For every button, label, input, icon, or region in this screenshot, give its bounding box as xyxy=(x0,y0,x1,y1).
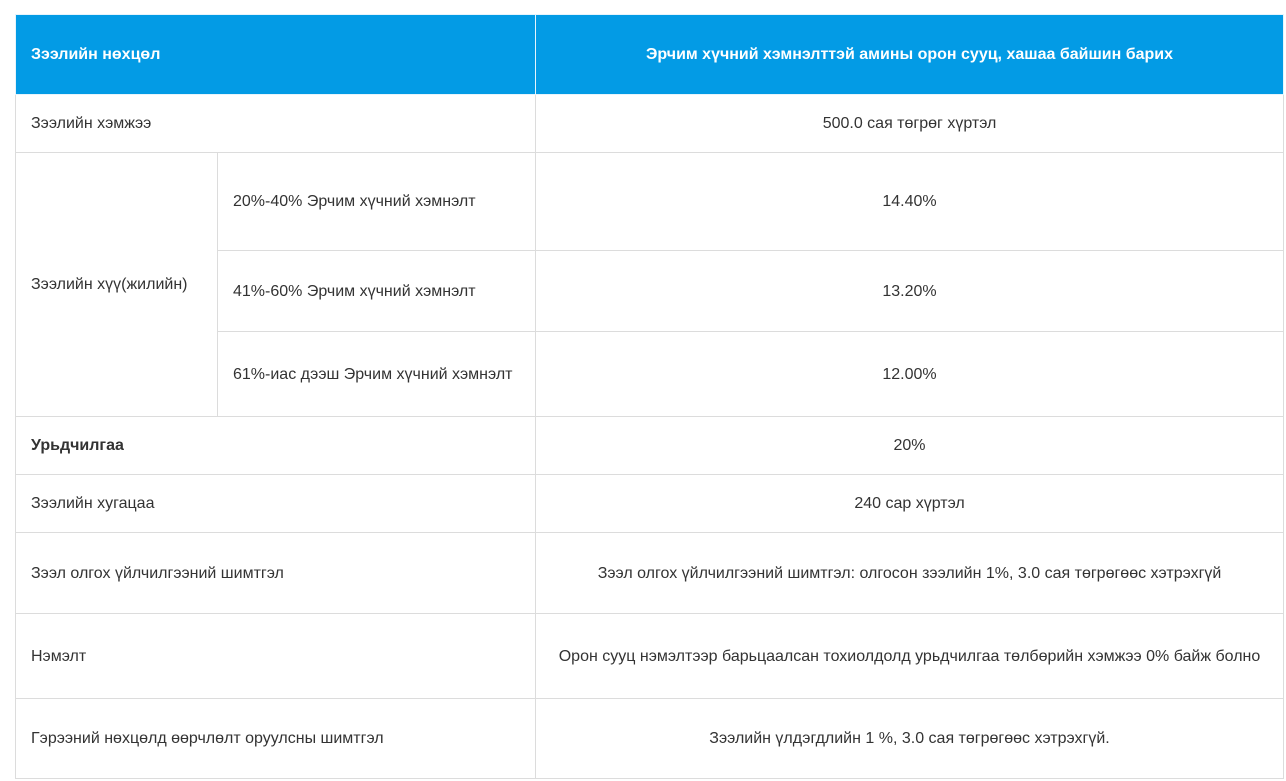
table-header-row: Зээлийн нөхцөл Эрчим хүчний хэмнэлттэй а… xyxy=(14,14,1285,95)
tier-label-3: 61%-иас дээш Эрчим хүчний хэмнэлт xyxy=(216,331,537,417)
table-row-term: Зээлийн хугацаа 240 сар хүртэл xyxy=(14,474,1285,533)
row-value-fee: Зээл олгох үйлчилгээний шимтгэл: олгосон… xyxy=(535,532,1285,614)
row-value-extra: Орон сууц нэмэлтээр барьцаалсан тохиолдо… xyxy=(535,613,1285,699)
row-label-term: Зээлийн хугацаа xyxy=(14,474,537,533)
tier-value-2: 13.20% xyxy=(535,250,1285,332)
table-row-change-fee: Гэрээний нөхцөлд өөрчлөлт оруулсны шимтг… xyxy=(14,698,1285,779)
row-label-extra: Нэмэлт xyxy=(14,613,537,699)
row-label-change-fee: Гэрээний нөхцөлд өөрчлөлт оруулсны шимтг… xyxy=(14,698,537,779)
table-row-interest-tier-2: 41%-60% Эрчим хүчний хэмнэлт 13.20% xyxy=(16,250,1285,332)
row-label-interest: Зээлийн хүү(жилийн) xyxy=(15,152,218,417)
table-row-interest-tier-1: Зээлийн хүү(жилийн) 20%-40% Эрчим хүчний… xyxy=(15,152,1285,417)
header-loan-terms: Зээлийн нөхцөл xyxy=(14,14,537,95)
tier-value-1: 14.40% xyxy=(535,152,1285,251)
tier-label-2: 41%-60% Эрчим хүчний хэмнэлт xyxy=(216,250,537,332)
table-row-advance: Урьдчилгаа 20% xyxy=(14,416,1285,475)
table-row-interest-tier-3: 61%-иас дээш Эрчим хүчний хэмнэлт 12.00% xyxy=(16,331,1285,417)
row-value-advance: 20% xyxy=(535,416,1285,475)
tier-label-1: 20%-40% Эрчим хүчний хэмнэлт xyxy=(216,152,537,251)
row-label-advance: Урьдчилгаа xyxy=(14,416,537,475)
table-row-amount: Зээлийн хэмжээ 500.0 сая төгрөг хүртэл xyxy=(14,94,1285,153)
loan-terms-table: Зээлийн нөхцөл Эрчим хүчний хэмнэлттэй а… xyxy=(14,14,1285,779)
row-value-amount: 500.0 сая төгрөг хүртэл xyxy=(535,94,1285,153)
table-row-fee: Зээл олгох үйлчилгээний шимтгэл Зээл олг… xyxy=(14,532,1285,614)
table-row-extra: Нэмэлт Орон сууц нэмэлтээр барьцаалсан т… xyxy=(14,613,1285,699)
row-value-change-fee: Зээлийн үлдэгдлийн 1 %, 3.0 сая төгрөгөө… xyxy=(535,698,1285,779)
row-label-fee: Зээл олгох үйлчилгээний шимтгэл xyxy=(14,532,537,614)
row-value-term: 240 сар хүртэл xyxy=(535,474,1285,533)
tier-value-3: 12.00% xyxy=(535,331,1285,417)
row-label-amount: Зээлийн хэмжээ xyxy=(14,94,537,153)
header-product-name: Эрчим хүчний хэмнэлттэй амины орон сууц,… xyxy=(535,14,1285,95)
